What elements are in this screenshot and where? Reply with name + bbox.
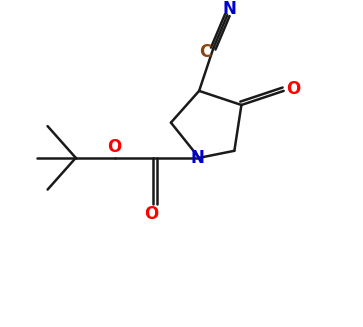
- Text: C: C: [199, 43, 212, 61]
- Text: O: O: [144, 204, 159, 223]
- Text: N: N: [222, 0, 236, 18]
- Text: O: O: [286, 80, 301, 98]
- Text: N: N: [191, 149, 204, 167]
- Text: O: O: [107, 138, 122, 156]
